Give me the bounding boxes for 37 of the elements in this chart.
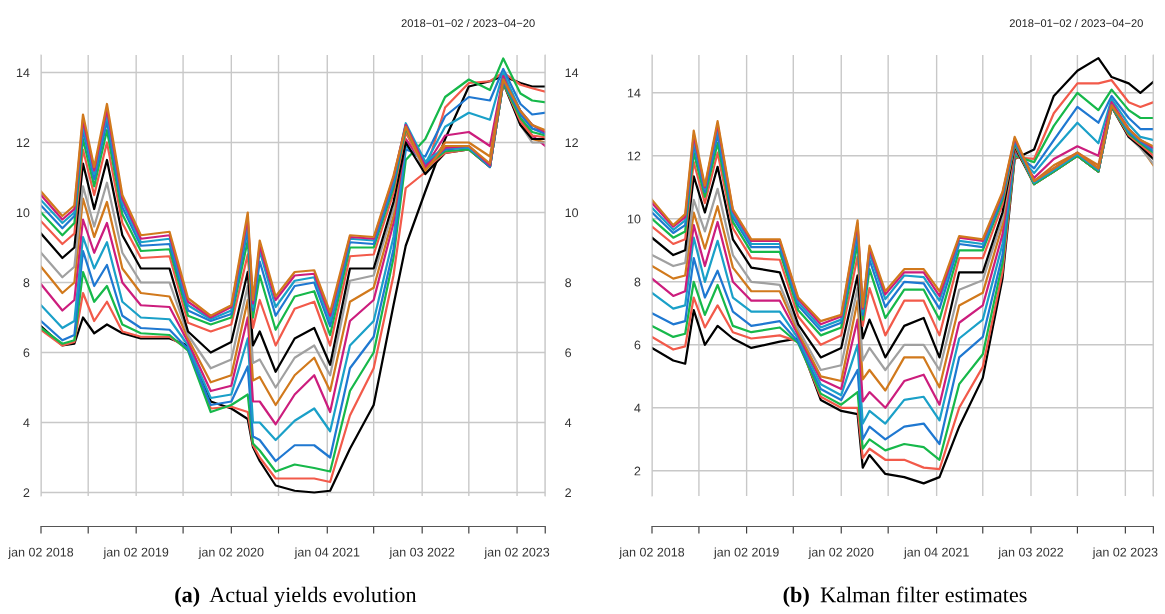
y-tick-label: 6 — [23, 348, 30, 358]
x-tick-label: jan 03 2022 — [389, 547, 455, 560]
x-tick-label: jan 02 2019 — [103, 547, 169, 560]
y2-tick-label: 6 — [565, 348, 572, 358]
x-tick-label: jan 02 2023 — [1092, 547, 1158, 560]
y-tick-label: 6 — [634, 340, 641, 350]
chart-subtitle: 2018−01−02 / 2023−04−20 — [1009, 18, 1143, 28]
y2-tick-label: 14 — [565, 68, 579, 78]
x-tick-label: jan 02 2018 — [619, 547, 685, 560]
x-tick-label: jan 02 2019 — [713, 547, 779, 560]
y-tick-label: 8 — [23, 278, 30, 288]
x-tick-label: jan 03 2022 — [998, 547, 1064, 560]
y-tick-label: 10 — [627, 214, 641, 224]
y2-tick-label: 12 — [565, 138, 578, 148]
chart-subtitle: 2018−01−02 / 2023−04−20 — [401, 18, 535, 28]
x-tick-label: jan 02 2020 — [198, 547, 264, 560]
x-tick-label: jan 02 2020 — [808, 547, 874, 560]
y-tick-label: 14 — [16, 68, 30, 78]
x-tick-label: jan 02 2018 — [8, 547, 74, 560]
y2-tick-label: 10 — [565, 208, 579, 218]
y-tick-label: 12 — [627, 151, 641, 161]
text: (a) Actual yields evolution — [175, 586, 417, 607]
y-tick-label: 2 — [634, 466, 641, 476]
y2-tick-label: 2 — [565, 488, 571, 498]
y-tick-label: 10 — [16, 208, 30, 218]
y-tick-label: 4 — [23, 418, 30, 428]
text: (b) Kalman filter estimates — [783, 586, 1027, 607]
x-tick-label: jan 04 2021 — [294, 547, 360, 560]
y-tick-label: 12 — [16, 138, 30, 148]
y-tick-label: 2 — [23, 488, 30, 498]
y-tick-label: 14 — [627, 88, 641, 98]
y-tick-label: 8 — [634, 277, 641, 287]
y2-tick-label: 8 — [565, 278, 572, 288]
x-tick-label: jan 04 2021 — [903, 547, 969, 560]
y2-tick-label: 4 — [564, 418, 572, 428]
y-tick-label: 4 — [634, 403, 641, 413]
x-tick-label: jan 02 2023 — [484, 547, 550, 560]
